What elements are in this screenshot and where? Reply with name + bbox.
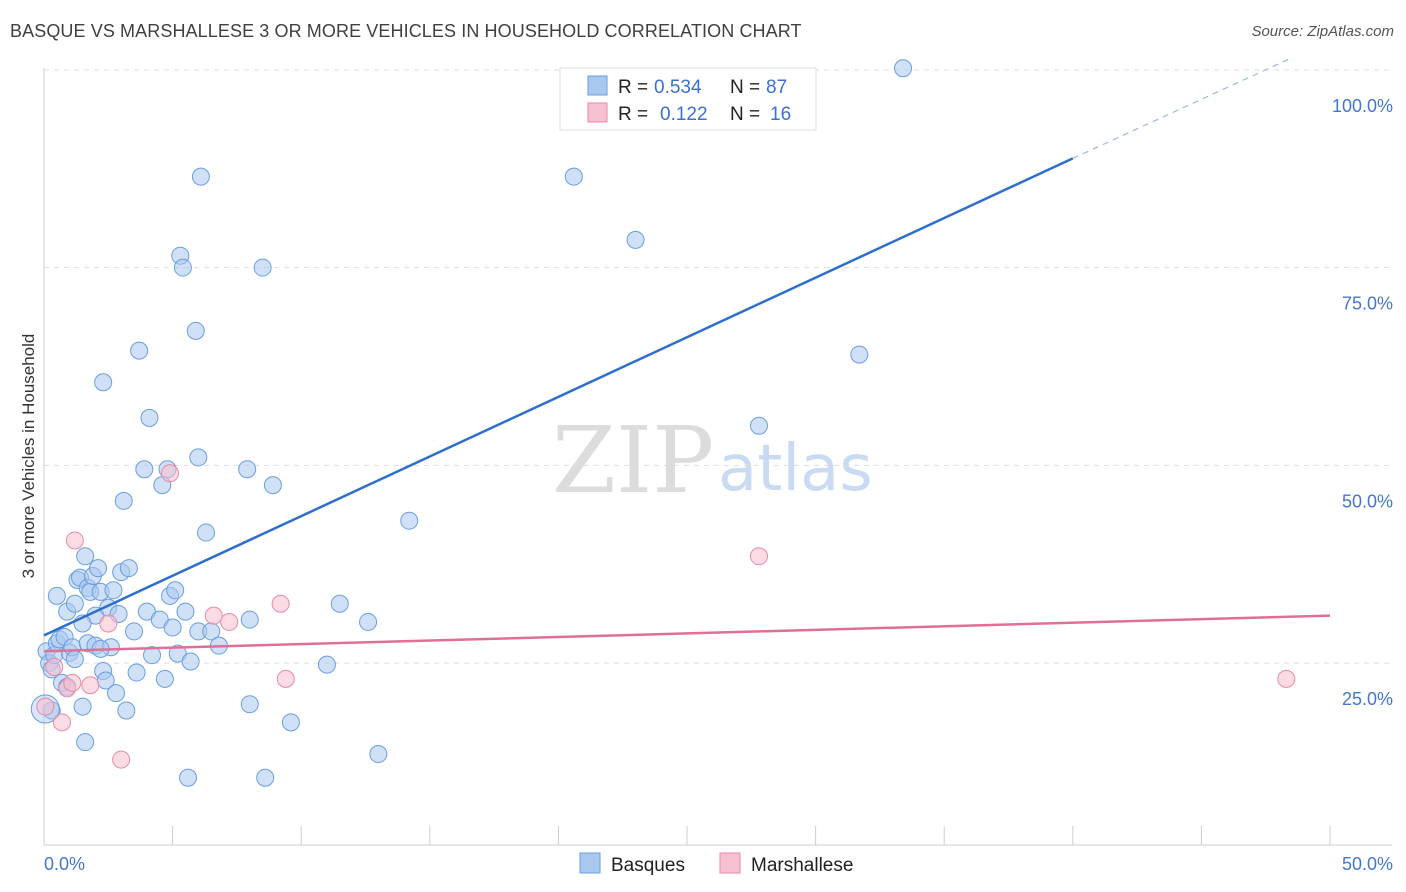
y-tick-label: 50.0% <box>1342 491 1393 511</box>
basques-legend-label: Basques <box>611 855 685 876</box>
basques-r-value: 0.534 <box>654 77 702 98</box>
marshallese-point <box>162 465 179 482</box>
y-axis-label: 3 or more Vehicles in Household <box>19 334 38 579</box>
basques-point <box>136 461 153 478</box>
basques-point <box>627 231 644 248</box>
basques-n-value: 87 <box>766 77 787 98</box>
marshallese-point <box>205 607 222 624</box>
marshallese-point <box>100 615 117 632</box>
basques-point <box>318 656 335 673</box>
marshallese-point <box>272 595 289 612</box>
marshallese-r-label: R = <box>618 104 648 125</box>
scatter-chart: ZIP atlas 25.0% 50.0% 75.0% 100.0% 0.0% 50.0… <box>0 0 1406 892</box>
marshallese-legend-swatch <box>588 103 607 122</box>
grid-lines <box>44 70 1392 663</box>
basques-point <box>370 746 387 763</box>
marshallese-n-value: 16 <box>770 104 791 125</box>
basques-point <box>192 168 209 185</box>
basques-point <box>565 168 582 185</box>
basques-point <box>254 259 271 276</box>
basques-r-label: R = <box>618 77 648 98</box>
x-tick-label: 50.0% <box>1342 854 1393 874</box>
marshallese-point <box>54 714 71 731</box>
basques-point <box>895 60 912 77</box>
marshallese-point <box>113 751 130 768</box>
marshallese-point <box>221 613 238 630</box>
basques-point <box>167 582 184 599</box>
basques-point <box>264 477 281 494</box>
basques-point <box>182 653 199 670</box>
basques-point <box>751 417 768 434</box>
basques-point <box>90 560 107 577</box>
basques-point <box>115 492 132 509</box>
marshallese-bottom-swatch <box>720 853 740 873</box>
basques-point <box>401 512 418 529</box>
marshallese-point <box>277 670 294 687</box>
basques-trend-line <box>44 158 1073 635</box>
marshallese-point <box>751 548 768 565</box>
basques-point <box>120 560 137 577</box>
basques-point <box>257 769 274 786</box>
marshallese-point <box>66 532 83 549</box>
marshallese-r-value: 0.122 <box>660 104 708 125</box>
marshallese-point <box>1278 670 1295 687</box>
basques-point <box>241 696 258 713</box>
basques-point <box>174 259 191 276</box>
basques-point <box>282 714 299 731</box>
basques-point <box>48 587 65 604</box>
y-axis-tick-labels: 25.0% 50.0% 75.0% 100.0% <box>1332 96 1393 709</box>
basques-point <box>187 322 204 339</box>
basques-point <box>239 461 256 478</box>
marshallese-point <box>64 674 81 691</box>
trend-lines <box>44 58 1330 651</box>
basques-point <box>105 582 122 599</box>
basques-point <box>95 374 112 391</box>
basques-bottom-swatch <box>580 853 600 873</box>
series-legend: Basques Marshallese <box>580 853 853 876</box>
marshallese-point <box>37 698 54 715</box>
basques-point <box>66 651 83 668</box>
basques-n-label: N = <box>730 77 760 98</box>
basques-point <box>180 769 197 786</box>
basques-points <box>31 60 911 787</box>
basques-point <box>128 664 145 681</box>
x-axis-ticks <box>44 826 1330 845</box>
basques-trend-extension <box>1073 58 1292 158</box>
marshallese-point <box>46 659 63 676</box>
basques-point <box>126 623 143 640</box>
marshallese-n-label: N = <box>730 104 760 125</box>
marshallese-point <box>82 677 99 694</box>
basques-point <box>198 524 215 541</box>
basques-point <box>77 548 94 565</box>
basques-point <box>360 613 377 630</box>
x-axis-tick-labels: 0.0% 50.0% <box>44 854 1393 874</box>
basques-point <box>156 670 173 687</box>
basques-point <box>118 702 135 719</box>
basques-point <box>74 698 91 715</box>
basques-legend-swatch <box>588 76 607 95</box>
basques-point <box>66 595 83 612</box>
basques-point <box>164 619 181 636</box>
basques-point <box>141 409 158 426</box>
marshallese-legend-label: Marshallese <box>751 855 853 876</box>
basques-point <box>851 346 868 363</box>
basques-point <box>77 734 94 751</box>
basques-point <box>131 342 148 359</box>
basques-point <box>241 611 258 628</box>
y-tick-label: 25.0% <box>1342 689 1393 709</box>
basques-point <box>190 449 207 466</box>
watermark-atlas: atlas <box>718 432 873 506</box>
y-tick-label: 75.0% <box>1342 294 1393 314</box>
x-tick-label: 0.0% <box>44 854 85 874</box>
basques-point <box>108 685 125 702</box>
basques-point <box>177 603 194 620</box>
watermark-zip: ZIP <box>552 407 714 514</box>
basques-point <box>331 595 348 612</box>
y-tick-label: 100.0% <box>1332 96 1393 116</box>
stats-legend: R = 0.534 N = 87 R = 0.122 N = 16 <box>560 68 816 130</box>
